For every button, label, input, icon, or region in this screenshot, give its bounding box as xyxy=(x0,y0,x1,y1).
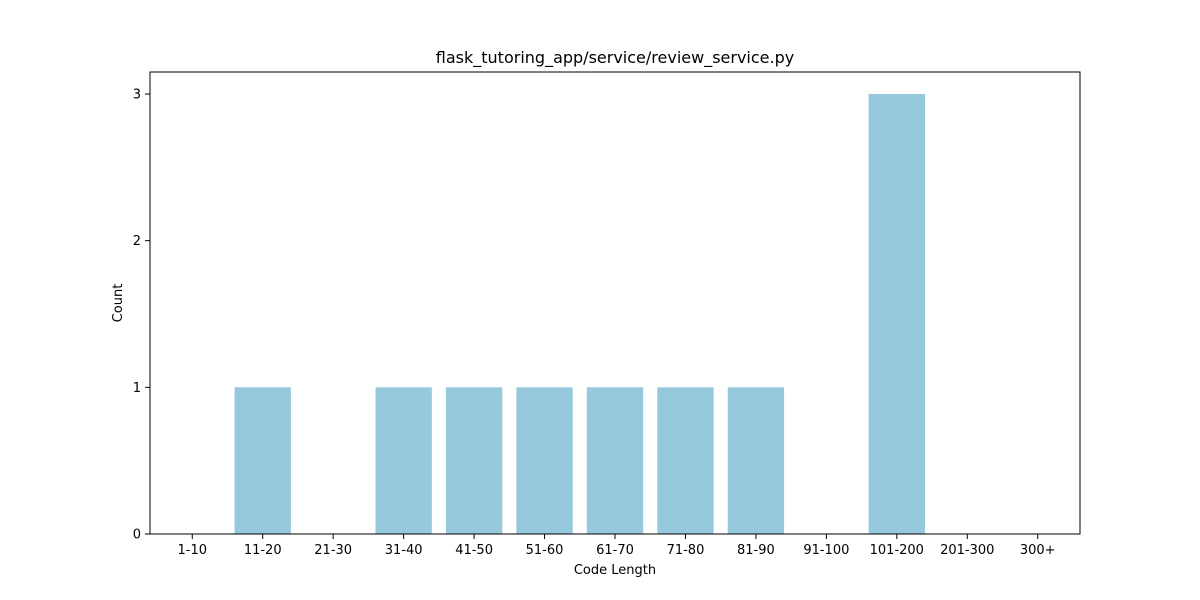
x-tick-label: 61-70 xyxy=(596,543,634,558)
y-axis-label: Count xyxy=(111,284,126,323)
y-tick-label: 1 xyxy=(133,381,141,396)
x-tick-label: 31-40 xyxy=(385,543,423,558)
bars-group xyxy=(234,94,925,534)
x-tick-label: 21-30 xyxy=(314,543,352,558)
x-axis-label: Code Length xyxy=(574,563,656,578)
bar-31-40 xyxy=(375,387,432,534)
x-tick-label: 91-100 xyxy=(803,543,849,558)
x-tick-label: 11-20 xyxy=(244,543,282,558)
y-tick-label: 3 xyxy=(133,88,141,103)
bar-71-80 xyxy=(657,387,714,534)
x-tick-label: 201-300 xyxy=(940,543,994,558)
x-tick-label: 81-90 xyxy=(737,543,775,558)
x-tick-label: 51-60 xyxy=(526,543,564,558)
x-tick-label: 1-10 xyxy=(178,543,208,558)
bar-41-50 xyxy=(445,387,503,534)
y-axis-ticks: 0 1 2 3 xyxy=(133,88,150,543)
y-tick-label: 2 xyxy=(133,234,141,249)
x-axis-ticks: 1-10 11-20 21-30 31-40 41-50 51-60 61-70 71-80 8… xyxy=(178,534,1056,558)
bar-51-60 xyxy=(516,387,573,534)
x-tick-label: 101-200 xyxy=(870,543,924,558)
y-tick-label: 0 xyxy=(133,528,141,543)
bar-11-20 xyxy=(234,387,291,534)
x-tick-label: 41-50 xyxy=(455,543,493,558)
bar-81-90 xyxy=(727,387,785,534)
bar-61-70 xyxy=(586,387,644,534)
x-tick-label: 71-80 xyxy=(667,543,705,558)
chart-title: flask_tutoring_app/service/review_servic… xyxy=(436,48,794,68)
x-tick-label: 300+ xyxy=(1020,543,1056,558)
bar-101-200 xyxy=(868,94,925,534)
